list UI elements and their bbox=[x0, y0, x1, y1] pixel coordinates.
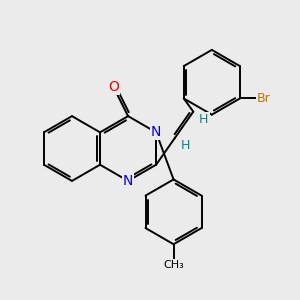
Text: N: N bbox=[151, 125, 161, 139]
Text: O: O bbox=[108, 80, 119, 94]
Text: H: H bbox=[199, 112, 208, 126]
Text: Br: Br bbox=[256, 92, 270, 105]
Text: N: N bbox=[123, 174, 133, 188]
Text: H: H bbox=[181, 139, 190, 152]
Text: CH₃: CH₃ bbox=[163, 260, 184, 270]
